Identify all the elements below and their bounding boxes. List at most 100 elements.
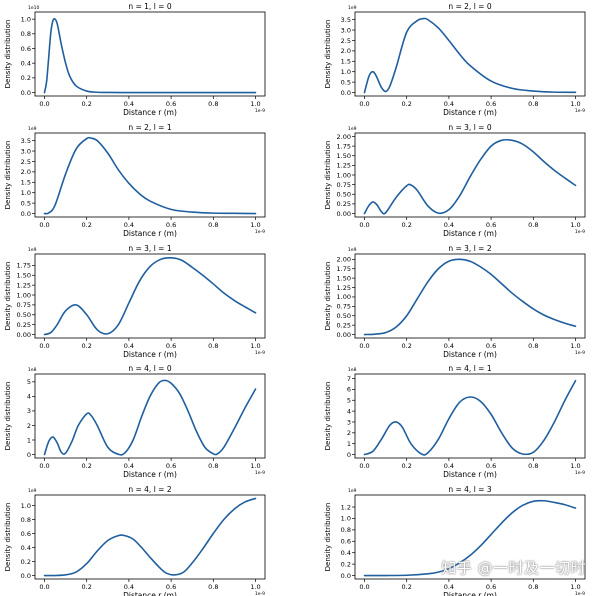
y-axis-label: Density distribution bbox=[4, 20, 12, 89]
subplot: n = 4, l = 1 0.0 0.2 0.4 0.6 0.8 1.01e-9 Distan… bbox=[324, 364, 586, 479]
subplot: n = 1, l = 00.0 0.2 0.4 0.6 0.8 1.01e-9Distan… bbox=[4, 2, 266, 117]
plot-frame bbox=[34, 253, 266, 339]
x-axis-label: Distance r (m) bbox=[123, 350, 177, 359]
y-tick-label: 1.5 bbox=[341, 58, 351, 66]
density-line bbox=[43, 136, 257, 215]
subplot: n = 3, l = 0 0.0 0.2 0.4 0.6 0.8 1.01e-9 Distan… bbox=[324, 123, 586, 238]
y-axis-label: Density distribution bbox=[4, 382, 12, 451]
density-line bbox=[43, 257, 257, 336]
y-tick-label: 0.75 bbox=[337, 181, 351, 189]
x-tick-label: 0.4 bbox=[124, 583, 134, 591]
density-line bbox=[363, 258, 577, 336]
x-tick-label: 0.2 bbox=[82, 342, 92, 350]
y-axis-label: Density distribution bbox=[4, 141, 12, 210]
plot-frame bbox=[354, 253, 586, 339]
y-tick-label: 1.00 bbox=[337, 171, 351, 179]
x-tick-label: 1.0 bbox=[250, 221, 260, 229]
density-line bbox=[363, 379, 577, 456]
x-tick-label: 0.2 bbox=[402, 583, 412, 591]
y-tick-label: 1.25 bbox=[17, 281, 31, 289]
y-offset-label: 1e8 bbox=[348, 367, 357, 373]
y-tick-label: 0.8 bbox=[21, 30, 31, 38]
x-axis-label: Distance r (m) bbox=[443, 229, 497, 238]
y-tick-label: 2 bbox=[347, 429, 351, 437]
x-tick-label: 1.0 bbox=[570, 100, 580, 108]
x-tick-label: 1.0 bbox=[570, 221, 580, 229]
x-tick-label: 0.6 bbox=[166, 462, 176, 470]
y-tick-label: 0.75 bbox=[17, 301, 31, 309]
y-tick-label: 1.0 bbox=[21, 502, 31, 510]
y-tick-label: 5 bbox=[27, 378, 31, 386]
y-tick-label: 1.25 bbox=[337, 162, 351, 170]
x-axis-label: Distance r (m) bbox=[443, 350, 497, 359]
chart-title: n = 3, l = 1 bbox=[128, 244, 171, 253]
x-offset-label: 1e-9 bbox=[255, 229, 265, 235]
x-tick-label: 0.4 bbox=[444, 100, 454, 108]
x-offset-label: 1e-9 bbox=[575, 591, 585, 596]
x-tick-label: 0.0 bbox=[359, 221, 369, 229]
y-tick-label: 0.4 bbox=[341, 549, 351, 557]
x-tick-label: 0.4 bbox=[444, 462, 454, 470]
y-axis-label: Density distribution bbox=[324, 503, 332, 572]
y-tick-label: 4 bbox=[27, 393, 31, 401]
y-tick-label: 2.5 bbox=[21, 158, 31, 166]
subplot: n = 2, l = 10.0 0.2 0.4 0.6 0.8 1.01e-9Distan… bbox=[4, 123, 266, 238]
y-tick-label: 0.4 bbox=[21, 59, 31, 67]
y-tick-label: 1.75 bbox=[337, 142, 351, 150]
subplot: n = 3, l = 2 0.0 0.2 0.4 0.6 0.8 1.01e-9 Distan… bbox=[324, 244, 586, 359]
x-tick-label: 0.0 bbox=[39, 342, 49, 350]
y-tick-label: 0.50 bbox=[17, 311, 31, 319]
plot-frame bbox=[34, 132, 266, 218]
y-tick-label: 1.0 bbox=[21, 189, 31, 197]
x-tick-label: 0.4 bbox=[124, 342, 134, 350]
plot-frame bbox=[34, 11, 266, 97]
x-tick-label: 0.2 bbox=[82, 100, 92, 108]
y-tick-label: 1.50 bbox=[337, 152, 351, 160]
y-tick-label: 7 bbox=[347, 375, 351, 383]
y-tick-label: 1.0 bbox=[21, 15, 31, 23]
y-tick-label: 1.75 bbox=[337, 265, 351, 273]
y-tick-label: 1 bbox=[27, 436, 31, 444]
x-tick-label: 0.2 bbox=[82, 221, 92, 229]
x-tick-label: 0.0 bbox=[359, 342, 369, 350]
y-tick-label: 1.50 bbox=[337, 274, 351, 282]
y-offset-label: 1e10 bbox=[28, 5, 39, 11]
plot-frame bbox=[354, 11, 586, 97]
y-axis-label: Density distribution bbox=[324, 382, 332, 451]
y-tick-label: 3.5 bbox=[341, 16, 351, 24]
x-tick-label: 0.0 bbox=[359, 583, 369, 591]
x-offset-label: 1e-9 bbox=[255, 350, 265, 356]
y-tick-label: 0.8 bbox=[21, 516, 31, 524]
y-tick-label: 6 bbox=[347, 386, 351, 394]
subplot: n = 2, l = 00.0 0.2 0.4 0.6 0.8 1.01e-9Distan… bbox=[324, 2, 586, 117]
x-tick-label: 0.0 bbox=[39, 583, 49, 591]
x-axis-label: Distance r (m) bbox=[443, 108, 497, 117]
x-tick-label: 0.6 bbox=[166, 342, 176, 350]
subplot: n = 4, l = 30.0 0.2 0.4 0.6 0.8 1.01e-9Distan… bbox=[324, 485, 586, 596]
x-offset-label: 1e-9 bbox=[255, 470, 265, 476]
x-offset-label: 1e-9 bbox=[575, 470, 585, 476]
x-tick-label: 0.2 bbox=[402, 221, 412, 229]
x-tick-label: 0.6 bbox=[486, 342, 496, 350]
x-tick-label: 0.8 bbox=[208, 342, 218, 350]
density-line bbox=[363, 17, 577, 94]
x-offset-label: 1e-9 bbox=[575, 229, 585, 235]
y-tick-label: 1 bbox=[347, 440, 351, 448]
y-offset-label: 1e9 bbox=[348, 126, 357, 132]
density-line bbox=[363, 138, 577, 215]
y-tick-label: 2.00 bbox=[337, 133, 351, 141]
y-tick-label: 3 bbox=[27, 407, 31, 415]
plot-frame bbox=[354, 494, 586, 580]
y-tick-label: 3.0 bbox=[21, 147, 31, 155]
y-tick-label: 0.6 bbox=[21, 45, 31, 53]
chart-title: n = 4, l = 3 bbox=[448, 485, 491, 494]
y-tick-label: 4 bbox=[347, 407, 351, 415]
y-tick-label: 0.4 bbox=[21, 544, 31, 552]
y-tick-label: 2 bbox=[27, 422, 31, 430]
x-axis-label: Distance r (m) bbox=[123, 591, 177, 596]
y-axis-label: Density distribution bbox=[4, 262, 12, 331]
density-line bbox=[43, 497, 257, 577]
x-tick-label: 0.8 bbox=[528, 100, 538, 108]
x-tick-label: 0.4 bbox=[124, 100, 134, 108]
chart-title: n = 3, l = 2 bbox=[448, 244, 491, 253]
